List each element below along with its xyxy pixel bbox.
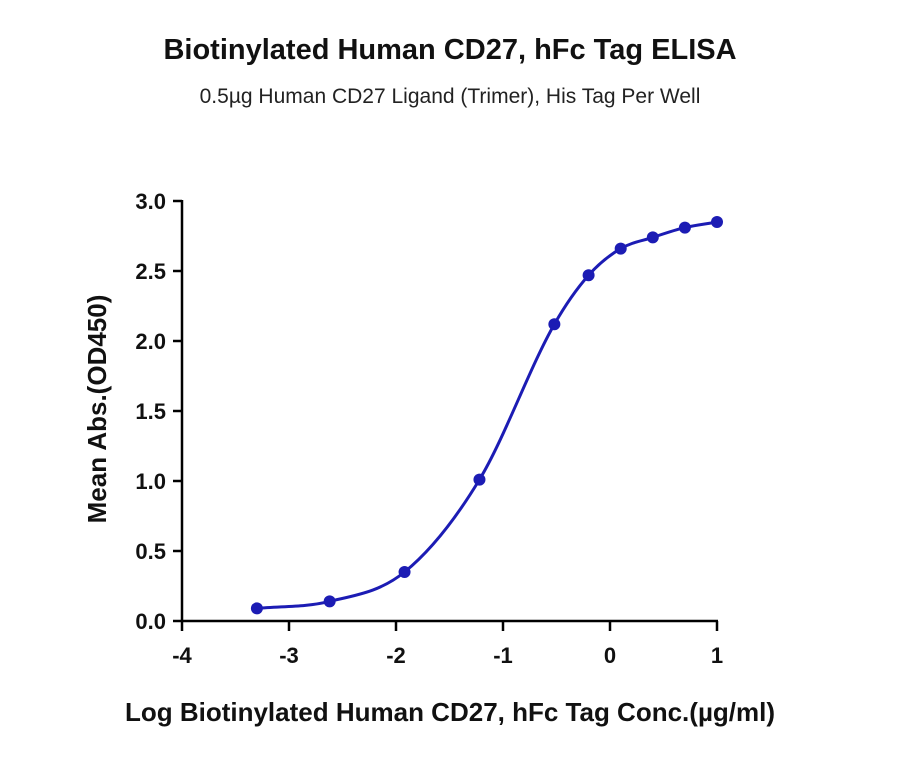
x-tick-label: -1 <box>493 643 513 668</box>
chart-title: Biotinylated Human CD27, hFc Tag ELISA <box>163 34 737 66</box>
data-point <box>548 318 561 331</box>
y-tick-label: 0.5 <box>135 539 166 564</box>
fit-curve-layer <box>256 220 718 610</box>
y-tick-label: 1.5 <box>135 399 166 424</box>
data-point <box>711 216 723 228</box>
data-point <box>582 269 595 282</box>
x-tick-label: -4 <box>172 643 192 668</box>
x-tick-label: -3 <box>279 643 299 668</box>
data-points <box>250 216 723 615</box>
y-tick-label: 3.0 <box>135 189 166 214</box>
y-tick-label: 1.0 <box>135 469 166 494</box>
axes <box>180 200 718 623</box>
y-tick-label: 2.5 <box>135 259 166 284</box>
y-tick-label: 2.0 <box>135 329 166 354</box>
y-axis-title: Mean Abs.(OD450) <box>82 295 112 524</box>
data-point <box>678 221 691 234</box>
chart-subtitle: 0.5µg Human CD27 Ligand (Trimer), His Ta… <box>199 85 701 108</box>
x-tick-label: 0 <box>604 643 616 668</box>
data-point <box>323 595 336 608</box>
x-tick-label: 1 <box>711 643 723 668</box>
y-tick-label: 0.0 <box>135 609 166 634</box>
x-axis-title: Log Biotinylated Human CD27, hFc Tag Con… <box>125 697 775 727</box>
data-point <box>646 231 659 244</box>
fit-curve <box>256 220 718 610</box>
data-point <box>614 242 627 255</box>
data-point <box>473 473 486 486</box>
data-point <box>250 602 263 615</box>
data-point <box>398 566 411 578</box>
x-tick-label: -2 <box>386 643 406 668</box>
ticks: 0.0 0.5 1.0 1.5 2.0 2.5 3.0 -4 -3 -2 -1 0 1 <box>135 189 723 668</box>
